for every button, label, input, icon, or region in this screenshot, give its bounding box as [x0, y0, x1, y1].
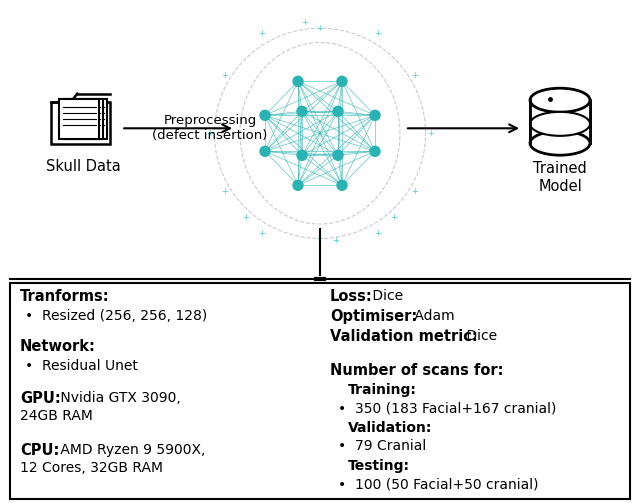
Text: •  Residual Unet: • Residual Unet — [25, 359, 138, 373]
Text: Optimiser:: Optimiser: — [330, 309, 417, 324]
Circle shape — [293, 180, 303, 190]
Text: AMD Ryzen 9 5900X,: AMD Ryzen 9 5900X, — [56, 443, 205, 457]
Circle shape — [370, 110, 380, 120]
FancyBboxPatch shape — [51, 102, 110, 144]
Text: +: + — [243, 213, 250, 222]
Text: +: + — [374, 29, 381, 38]
Text: Nvidia GTX 3090,: Nvidia GTX 3090, — [56, 391, 180, 405]
Circle shape — [333, 150, 343, 160]
Text: Skull Data: Skull Data — [46, 158, 120, 174]
Circle shape — [260, 110, 270, 120]
FancyArrowPatch shape — [124, 124, 230, 132]
Circle shape — [370, 146, 380, 156]
Text: Validation metric:: Validation metric: — [330, 329, 477, 344]
Text: 12 Cores, 32GB RAM: 12 Cores, 32GB RAM — [20, 461, 163, 475]
Text: Tranforms:: Tranforms: — [20, 289, 109, 304]
Text: +: + — [412, 187, 419, 196]
Text: +: + — [390, 213, 397, 222]
Text: Dice: Dice — [368, 289, 403, 303]
Text: Trained
Model: Trained Model — [533, 161, 587, 194]
Circle shape — [297, 106, 307, 116]
Text: Number of scans for:: Number of scans for: — [330, 363, 504, 378]
Ellipse shape — [530, 112, 590, 136]
Text: +: + — [205, 129, 212, 138]
Ellipse shape — [530, 131, 590, 155]
Bar — [530, 100, 590, 143]
FancyBboxPatch shape — [63, 99, 103, 139]
Text: +: + — [221, 71, 228, 80]
Text: Network:: Network: — [20, 339, 96, 354]
Text: +: + — [259, 29, 266, 38]
Circle shape — [333, 106, 343, 116]
Text: +: + — [301, 19, 308, 27]
Text: Dice: Dice — [462, 329, 497, 343]
Text: +: + — [374, 229, 381, 237]
Text: +: + — [332, 236, 339, 245]
Text: 24GB RAM: 24GB RAM — [20, 409, 93, 423]
Text: +: + — [412, 71, 419, 80]
Text: Validation:: Validation: — [348, 421, 433, 435]
Text: +: + — [259, 229, 266, 237]
Ellipse shape — [530, 88, 590, 112]
Text: •  Resized (256, 256, 128): • Resized (256, 256, 128) — [25, 309, 207, 323]
Text: •  79 Cranial: • 79 Cranial — [338, 439, 426, 453]
Text: Testing:: Testing: — [348, 459, 410, 473]
Circle shape — [337, 76, 347, 87]
Text: +: + — [428, 129, 435, 138]
Text: +: + — [221, 187, 228, 196]
Text: +: + — [317, 234, 323, 243]
FancyBboxPatch shape — [60, 99, 99, 139]
Circle shape — [297, 150, 307, 160]
Text: •  100 (50 Facial+50 cranial): • 100 (50 Facial+50 cranial) — [338, 477, 538, 491]
Text: CPU:: CPU: — [20, 443, 60, 458]
Text: •  350 (183 Facial+167 cranial): • 350 (183 Facial+167 cranial) — [338, 401, 556, 415]
Circle shape — [337, 180, 347, 190]
Text: Adam: Adam — [410, 309, 454, 323]
Text: Loss:: Loss: — [330, 289, 372, 304]
FancyBboxPatch shape — [10, 283, 630, 499]
FancyArrowPatch shape — [408, 124, 517, 132]
Circle shape — [260, 146, 270, 156]
Text: +: + — [317, 24, 323, 33]
Text: GPU:: GPU: — [20, 391, 61, 406]
Circle shape — [293, 76, 303, 87]
Text: Preprocessing
(defect insertion): Preprocessing (defect insertion) — [152, 114, 268, 142]
Text: Training:: Training: — [348, 383, 417, 397]
FancyBboxPatch shape — [67, 99, 108, 139]
